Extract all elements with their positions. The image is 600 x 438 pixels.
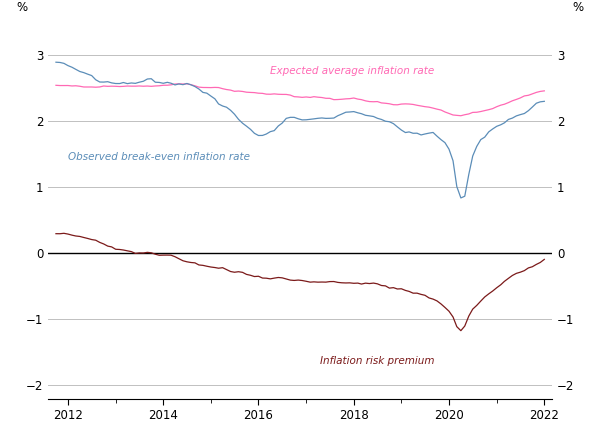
Text: %: % xyxy=(17,1,28,14)
Text: Observed break-even inflation rate: Observed break-even inflation rate xyxy=(68,152,250,162)
Text: Expected average inflation rate: Expected average inflation rate xyxy=(271,67,434,77)
Text: Inflation risk premium: Inflation risk premium xyxy=(320,356,434,366)
Text: %: % xyxy=(572,1,583,14)
